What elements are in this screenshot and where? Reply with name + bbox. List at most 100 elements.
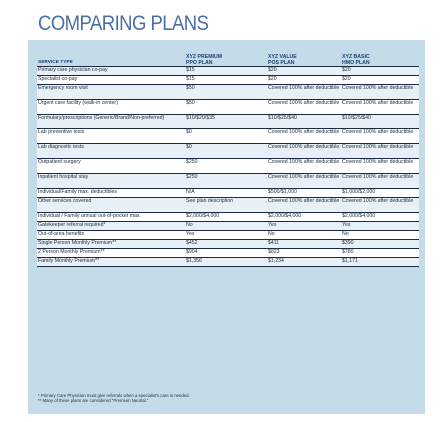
- table-row: Individual/Family max. deductibles N/A $50…: [37, 188, 419, 198]
- plan-value-cell: $1,234: [267, 257, 341, 267]
- plan-header-line: XYZ BASIC: [342, 54, 370, 60]
- plan-header-line: PPO PLAN: [186, 60, 213, 66]
- plan-value-cell: $2,000/$4,000: [341, 212, 419, 222]
- plan-value-cell: $20: [341, 66, 419, 76]
- table-row: Inpatient hospital stay $250 Covered 100% …: [37, 173, 419, 189]
- plan-value-cell: N/A: [185, 188, 267, 198]
- plan-value-cell: $1,000/$2,000: [341, 188, 419, 198]
- plan-value-cell: Covered 100% after deductible: [267, 84, 341, 100]
- plan-value-cell: Covered 100% after deductible: [341, 158, 419, 174]
- plan-value-cell: $500/$1,000: [267, 188, 341, 198]
- plan-value-cell: Covered 100% after deductible: [267, 99, 341, 115]
- plan-value-cell: $823: [267, 248, 341, 258]
- plan-header-line: XYZ PREMIUM: [186, 54, 223, 60]
- table-row: Out-of-area benefits Yes No No: [37, 230, 419, 240]
- service-type-cell: 2 Person Monthly Premium**: [37, 248, 185, 258]
- plan-header-line: XYZ VALUE: [268, 54, 297, 60]
- footnote-1: * Primary Care Physician must give refer…: [38, 393, 190, 398]
- service-type-cell: Lab preventive tests: [37, 128, 185, 144]
- plan-value-cell: $1,171: [341, 257, 419, 267]
- plan-value-cell: $15: [185, 66, 267, 76]
- plan-value-cell: $20: [341, 75, 419, 85]
- plan-value-cell: $15: [185, 75, 267, 85]
- plan-header-value: XYZ VALUE POS PLAN: [267, 44, 341, 67]
- table-row: Gatekeeper referral required* No Yes Yes: [37, 221, 419, 231]
- table-row: Formulary/prescriptions (Generic/Brand/N…: [37, 114, 419, 129]
- comparison-table: SERVICE TYPE XYZ PREMIUM PPO PLAN XYZ VA…: [37, 44, 419, 267]
- service-type-cell: Family Monthly Premium**: [37, 257, 185, 267]
- service-type-cell: Specialist co-pay: [37, 75, 185, 85]
- plan-value-cell: $20: [267, 75, 341, 85]
- table-row: Emergency room visit $50 Covered 100% afte…: [37, 84, 419, 100]
- service-type-cell: Out-of-area benefits: [37, 230, 185, 240]
- plan-value-cell: $250: [185, 158, 267, 174]
- service-type-cell: Formulary/prescriptions (Generic/Brand/N…: [37, 114, 185, 129]
- table-header-row: SERVICE TYPE XYZ PREMIUM PPO PLAN XYZ VA…: [37, 44, 419, 67]
- plan-value-cell: Covered 100% after deductible: [267, 143, 341, 159]
- plan-value-cell: $2,000/$4,000: [267, 212, 341, 222]
- service-type-cell: Outpatient surgery: [37, 158, 185, 174]
- plan-value-cell: Covered 100% after deductible: [267, 128, 341, 144]
- plan-value-cell: $904: [185, 248, 267, 258]
- plan-value-cell: No: [341, 230, 419, 240]
- plan-value-cell: No: [267, 230, 341, 240]
- plan-value-cell: Yes: [185, 230, 267, 240]
- table-row: Specialist co-pay $15 $20 $20: [37, 75, 419, 85]
- plan-header-premium: XYZ PREMIUM PPO PLAN: [185, 44, 267, 67]
- service-type-cell: Emergency room visit: [37, 84, 185, 100]
- service-type-cell: Gatekeeper referral required*: [37, 221, 185, 231]
- plan-value-cell: Covered 100% after deductible: [341, 143, 419, 159]
- plan-value-cell: Covered 100% after deductible: [341, 128, 419, 144]
- plan-value-cell: $50: [185, 84, 267, 100]
- plan-value-cell: $452: [185, 239, 267, 249]
- plan-value-cell: No: [185, 221, 267, 231]
- plan-value-cell: Covered 100% after deductible: [341, 173, 419, 189]
- plan-header-line: POS PLAN: [268, 60, 295, 66]
- plan-value-cell: See plan description: [185, 197, 267, 213]
- service-type-cell: Urgent care facility (walk-in center): [37, 99, 185, 115]
- plan-value-cell: $780: [341, 248, 419, 258]
- table-row: 2 Person Monthly Premium** $904 $823 $780: [37, 248, 419, 258]
- table-row: Urgent care facility (walk-in center) $50…: [37, 99, 419, 115]
- footnotes: * Primary Care Physician must give refer…: [38, 393, 418, 403]
- table-row: Single Person Monthly Premium** $452 $411 $…: [37, 239, 419, 249]
- service-type-cell: Individual / Family annual out-of-pocket…: [37, 212, 185, 222]
- footnote-2: ** Many of these plans are considered "P…: [38, 398, 149, 403]
- plan-value-cell: $10/$25/$40: [341, 114, 419, 129]
- plan-value-cell: Covered 100% after deductible: [267, 173, 341, 189]
- plan-value-cell: $250: [185, 173, 267, 189]
- table-row: Outpatient surgery $250 Covered 100% after…: [37, 158, 419, 174]
- plan-header-basic: XYZ BASIC HMO PLAN: [341, 44, 419, 67]
- plan-value-cell: $2,000/$4,000: [185, 212, 267, 222]
- service-type-cell: Primary care physician co-pay: [37, 66, 185, 76]
- page-title: COMPARING PLANS: [38, 12, 209, 35]
- plan-value-cell: $50: [185, 99, 267, 115]
- service-type-cell: Individual/Family max. deductibles: [37, 188, 185, 198]
- table-row: Lab diagnostic tests $0 Covered 100% after…: [37, 143, 419, 159]
- service-type-header: SERVICE TYPE: [37, 44, 185, 67]
- plan-value-cell: $20: [267, 66, 341, 76]
- plan-value-cell: Covered 100% after deductible: [267, 197, 341, 213]
- plan-value-cell: Covered 100% after deductible: [267, 158, 341, 174]
- plan-header-line: HMO PLAN: [342, 60, 370, 66]
- plan-value-cell: Covered 100% after deductible: [341, 197, 419, 213]
- table-row: Primary care physician co-pay $15 $20 $20: [37, 66, 419, 76]
- table-row: Individual / Family annual out-of-pocket…: [37, 212, 419, 222]
- service-type-cell: Lab diagnostic tests: [37, 143, 185, 159]
- plan-value-cell: $10/$25/$40: [267, 114, 341, 129]
- plan-value-cell: Yes: [267, 221, 341, 231]
- plan-value-cell: Covered 100% after deductible: [341, 99, 419, 115]
- plan-value-cell: $1,356: [185, 257, 267, 267]
- plan-value-cell: Covered 100% after deductible: [341, 84, 419, 100]
- plan-value-cell: $390: [341, 239, 419, 249]
- plan-value-cell: $0: [185, 143, 267, 159]
- table-row: Family Monthly Premium** $1,356 $1,234 $1,1…: [37, 257, 419, 267]
- plan-value-cell: $10/$20/$35: [185, 114, 267, 129]
- table-row: Other services covered See plan descripti…: [37, 197, 419, 213]
- plan-value-cell: $0: [185, 128, 267, 144]
- service-type-cell: Other services covered: [37, 197, 185, 213]
- plan-value-cell: Yes: [341, 221, 419, 231]
- service-type-cell: Single Person Monthly Premium**: [37, 239, 185, 249]
- table-row: Lab preventive tests $0 Covered 100% after…: [37, 128, 419, 144]
- plan-value-cell: $411: [267, 239, 341, 249]
